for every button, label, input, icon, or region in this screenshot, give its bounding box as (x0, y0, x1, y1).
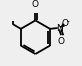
Text: -: - (66, 18, 69, 27)
Text: O: O (58, 37, 65, 46)
Text: N: N (56, 23, 62, 33)
Text: O: O (32, 0, 39, 9)
Text: O: O (62, 19, 69, 28)
Text: +: + (58, 22, 65, 31)
